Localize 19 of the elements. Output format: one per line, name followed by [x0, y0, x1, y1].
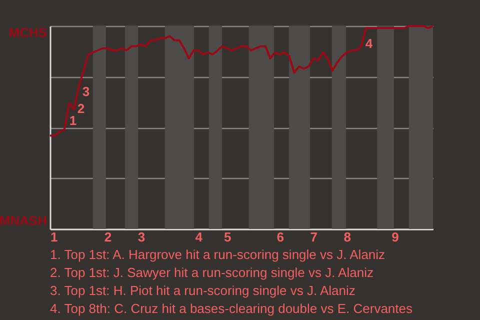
text: 4. Top 8th: C. Cruz hit a bases-clearing double vs E. Cervantes: [50, 301, 413, 316]
annotation: 4: [365, 36, 374, 51]
x-tick-label: 3: [138, 230, 146, 244]
annotation: 1: [69, 113, 77, 128]
x-tick-label: 6: [276, 230, 284, 244]
text: 2. Top 1st: J. Sawyer hit a run-scoring single vs J. Alaniz: [50, 265, 374, 280]
x-tick-label: 1: [50, 230, 58, 244]
annotation: 3: [82, 84, 90, 99]
text: 1. Top 1st: A. Hargrove hit a run-scoring single vs J. Alaniz: [50, 247, 386, 262]
text: 3. Top 1st: H. Piot hit a run-scoring single vs J. Alaniz: [50, 283, 356, 298]
x-tick-label: 5: [224, 230, 232, 244]
x-tick-label: 8: [344, 230, 351, 244]
text: MNASH: [0, 213, 47, 228]
x-tick-label: 9: [392, 230, 399, 244]
annotation: 2: [77, 101, 85, 116]
x-tick-label: 4: [195, 230, 204, 244]
text: MCHS: [8, 25, 48, 40]
x-tick-label: 7: [310, 230, 318, 244]
x-tick-label: 2: [104, 230, 112, 244]
